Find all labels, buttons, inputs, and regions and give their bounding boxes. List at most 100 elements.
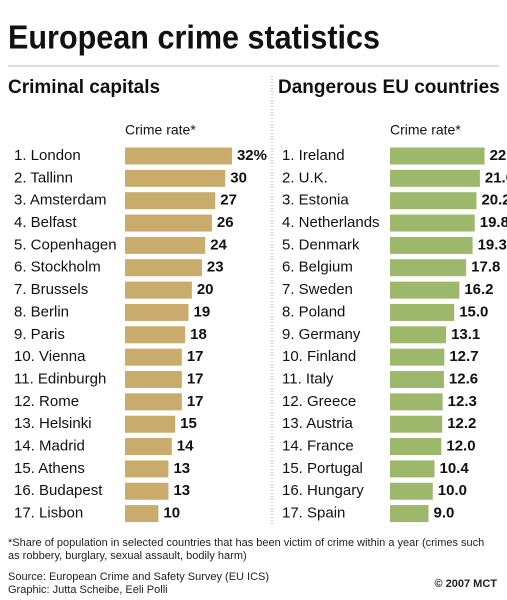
value-label: 10.0 [438,482,467,499]
category-label: 11. Edinburgh [14,370,106,387]
category-label: 7. Brussels [14,281,88,298]
bar [390,147,485,165]
category-label: 1. London [14,147,81,164]
value-label: 10.4 [440,460,470,477]
chart-title: Dangerous EU countries [278,77,500,98]
category-label: 13. Austria [282,415,354,432]
value-label: 12.2 [447,415,476,432]
category-label: 16. Budapest [14,482,103,499]
category-label: 7. Sweden [282,281,353,298]
page-title: European crime statistics [8,19,380,56]
value-label: 17.8 [471,259,500,276]
graphic-credit: Graphic: Jutta Scheibe, Eeli Polli [8,584,168,596]
bar [125,236,206,254]
bar [125,192,216,210]
value-label: 19 [194,303,211,320]
value-label: 12.0 [446,438,475,455]
bar [390,438,442,456]
category-label: 3. Amsterdam [14,192,107,209]
bar [390,348,445,366]
copyright: © 2007 MCT [434,578,497,590]
category-label: 8. Berlin [14,303,69,320]
value-label: 18 [190,326,207,343]
category-label: 5. Denmark [282,236,360,253]
bar [125,169,226,187]
category-label: 10. Finland [282,348,356,365]
value-label: 17 [187,393,204,410]
bar [125,326,186,344]
bar [125,371,182,388]
value-label: 17 [187,348,204,365]
category-label: 17. Lisbon [14,505,83,522]
category-label: 5. Copenhagen [14,236,117,253]
source: Source: European Crime and Safety Survey… [8,571,270,583]
value-label: 26 [217,214,234,231]
bar [125,303,189,321]
bar [390,303,455,321]
value-label: 13 [173,482,190,499]
bar [390,482,433,500]
category-label: 6. Belgium [282,259,353,276]
value-label: 19.3 [478,236,507,253]
value-label: 24 [210,236,227,253]
value-label: 30 [230,169,247,186]
category-label: 12. Rome [14,393,79,410]
bar [390,460,435,478]
value-label: 12.7 [449,348,478,365]
value-label: 15 [180,415,197,432]
bar [390,371,444,388]
category-label: 13. Helsinki [14,415,92,432]
value-label: 32% [237,147,267,164]
axis-label: Crime rate* [125,122,196,138]
value-label: 20.2 [481,192,507,209]
category-label: 10. Vienna [14,348,86,365]
category-label: 2. U.K. [282,169,328,186]
chart-title: Criminal capitals [8,77,160,98]
category-label: 12. Greece [282,393,356,410]
bar [125,348,182,366]
category-label: 6. Stockholm [14,259,101,276]
bar [390,415,443,433]
bar [125,259,202,277]
bar [390,214,475,232]
bar [390,259,467,277]
bar [125,415,176,433]
value-label: 10 [163,505,180,522]
value-label: 9.0 [434,505,455,522]
value-label: 13.1 [451,326,480,343]
value-label: 17 [187,370,204,387]
bar [125,281,192,299]
value-label: 15.0 [459,303,488,320]
value-label: 27 [220,192,237,209]
category-label: 3. Estonia [282,192,349,209]
value-label: 19.8 [480,214,507,231]
category-label: 15. Portugal [282,460,363,477]
value-label: 12.3 [448,393,477,410]
bar [125,482,169,500]
bar [125,505,159,523]
bar [390,281,460,299]
axis-label: Crime rate* [390,122,461,138]
bar [390,236,473,254]
bar [390,192,477,210]
bar [125,438,172,456]
value-label: 20 [197,281,214,298]
category-label: 14. France [282,438,354,455]
value-label: 14 [177,438,194,455]
value-label: 13 [173,460,190,477]
category-label: 1. Ireland [282,147,345,164]
value-label: 23 [207,259,224,276]
bar [125,393,182,411]
bar [390,326,447,344]
category-label: 11. Italy [282,370,334,387]
category-label: 4. Belfast [14,214,77,231]
bar [125,214,212,232]
footnote: *Share of population in selected countri… [8,537,485,562]
bar [125,147,232,165]
category-label: 9. Paris [14,326,65,343]
category-label: 8. Poland [282,303,345,320]
bar [390,393,443,411]
category-label: 15. Athens [14,460,85,477]
